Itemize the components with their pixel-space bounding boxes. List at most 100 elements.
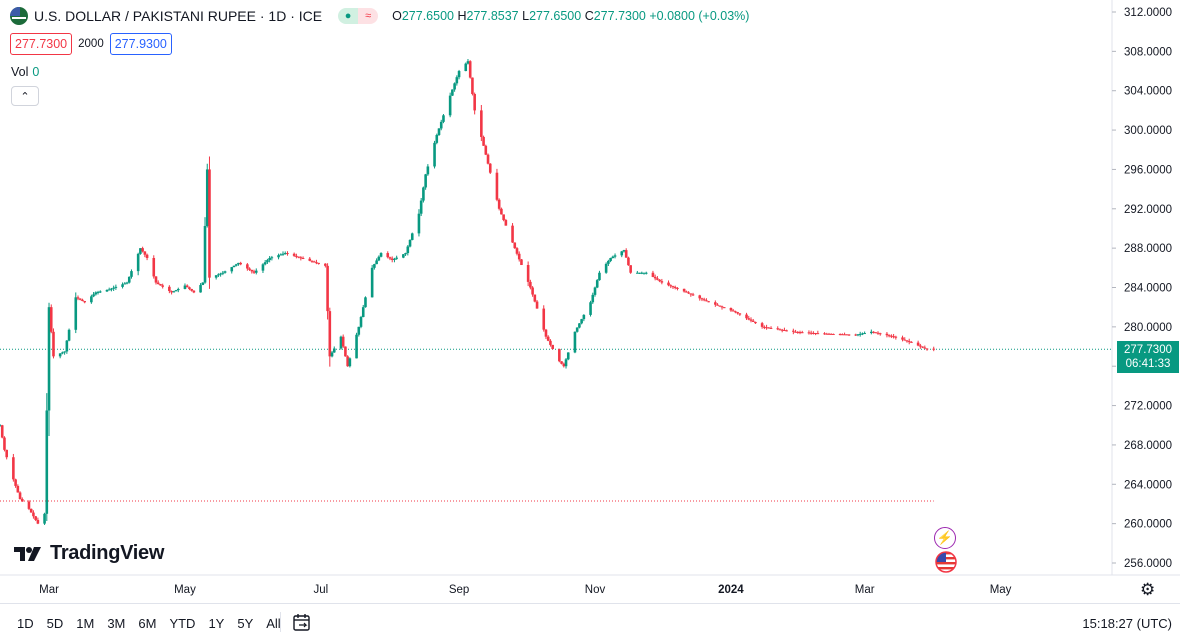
y-tick-label: 304.0000 [1124, 86, 1172, 98]
x-tick-label: Sep [449, 584, 469, 596]
candle-down [513, 242, 517, 249]
candle-down [341, 336, 345, 347]
candle-up [223, 271, 227, 273]
candle-up [858, 333, 862, 335]
utc-clock[interactable]: 15:18:27 (UTC) [1082, 616, 1172, 631]
candle-down [520, 259, 523, 266]
candle-down [832, 333, 835, 335]
candle-down [812, 332, 815, 334]
candle-down [716, 304, 719, 306]
calendar-goto-icon[interactable] [291, 613, 313, 633]
candle-down [170, 291, 173, 293]
status-pill[interactable]: ● ≈ [338, 8, 379, 24]
candle-up [92, 294, 95, 297]
candle-up [433, 142, 436, 167]
gear-icon[interactable]: ⚙ [1140, 580, 1156, 599]
range-1y[interactable]: 1Y [208, 616, 225, 631]
candle-up [98, 291, 102, 293]
change-value: +0.0800 (+0.03%) [649, 9, 750, 23]
candle-up [589, 302, 592, 315]
y-tick-label: 300.0000 [1124, 125, 1172, 137]
candle-down [705, 300, 708, 302]
candle-up [422, 187, 425, 201]
range-6m[interactable]: 6M [138, 616, 157, 631]
candle-down [52, 331, 55, 357]
candle-down [689, 293, 693, 295]
candle-down [344, 346, 347, 357]
candle-up [65, 340, 69, 352]
chevron-up-icon[interactable]: ⌃ [11, 86, 39, 106]
sell-button[interactable]: 277.7300 [10, 33, 73, 55]
range-5d[interactable]: 5D [46, 616, 64, 631]
candle-down [529, 281, 532, 288]
candle-down [829, 333, 833, 335]
y-tick-label: 288.0000 [1124, 243, 1172, 255]
candle-down [738, 313, 742, 315]
candle-up [232, 265, 236, 268]
candle-up [370, 267, 374, 298]
close-value: 277.7300 [593, 9, 646, 23]
candle-down [796, 331, 800, 333]
candle-up [863, 333, 866, 335]
range-5y[interactable]: 5Y [237, 616, 254, 631]
range-1m[interactable]: 1M [76, 616, 95, 631]
candle-down [749, 319, 753, 321]
candle-up [283, 253, 287, 255]
candle-down [702, 299, 706, 301]
y-tick-label: 296.0000 [1124, 164, 1172, 176]
candle-up [402, 254, 405, 258]
candle-up [604, 263, 608, 273]
symbol-title[interactable]: U.S. DOLLAR / PAKISTANI RUPEE · 1D · ICE [34, 8, 323, 24]
candle-up [123, 283, 127, 285]
current-price: 277.7300 [1124, 344, 1172, 356]
candle-down [800, 332, 804, 334]
range-all[interactable]: All [266, 616, 281, 631]
candle-up [578, 323, 581, 328]
candle-down [814, 333, 817, 335]
candle-up [348, 358, 352, 367]
lightning-bolt-icon[interactable]: ⚡ [934, 527, 956, 549]
candle-down [729, 307, 733, 311]
candle-down [794, 331, 797, 333]
candle-down [691, 294, 695, 296]
candle-up [339, 336, 343, 349]
candle-down [504, 220, 508, 226]
candle-up [448, 95, 452, 116]
candle-up [410, 233, 414, 240]
low-value: 277.6500 [529, 9, 582, 23]
tradingview-logo[interactable]: TradingView [14, 542, 164, 565]
candle-up [464, 63, 468, 72]
toolbar-divider [280, 612, 281, 632]
candle-down [894, 336, 898, 338]
candle-down [669, 285, 673, 287]
candle-down [12, 457, 15, 480]
candle-down [769, 327, 773, 329]
buy-button[interactable]: 277.9300 [109, 33, 172, 55]
candle-down [544, 329, 548, 337]
candle-down [890, 335, 893, 337]
candle-down [907, 341, 911, 343]
candle-down [515, 248, 519, 254]
range-ytd[interactable]: YTD [169, 616, 196, 631]
bar-countdown: 06:41:33 [1125, 358, 1171, 370]
candle-up [234, 264, 238, 266]
candle-down [517, 253, 521, 260]
range-3m[interactable]: 3M [107, 616, 126, 631]
candle-up [453, 83, 456, 90]
candle-down [685, 291, 688, 293]
candle-down [168, 286, 171, 292]
candle-down [208, 169, 211, 278]
range-1d[interactable]: 1D [17, 616, 34, 631]
us-flag-event-icon[interactable] [932, 551, 960, 573]
candle-up [564, 359, 568, 367]
candle-down [872, 331, 875, 333]
bottom-toolbar: 1D 5D 1M 3M 6M YTD 1Y 5Y All 15:18:27 (U… [0, 603, 1180, 636]
candle-up [176, 288, 180, 291]
candle-up [221, 272, 225, 274]
candle-down [83, 301, 86, 303]
candle-up [393, 258, 396, 260]
candle-down [847, 334, 851, 336]
candle-up [566, 352, 570, 360]
